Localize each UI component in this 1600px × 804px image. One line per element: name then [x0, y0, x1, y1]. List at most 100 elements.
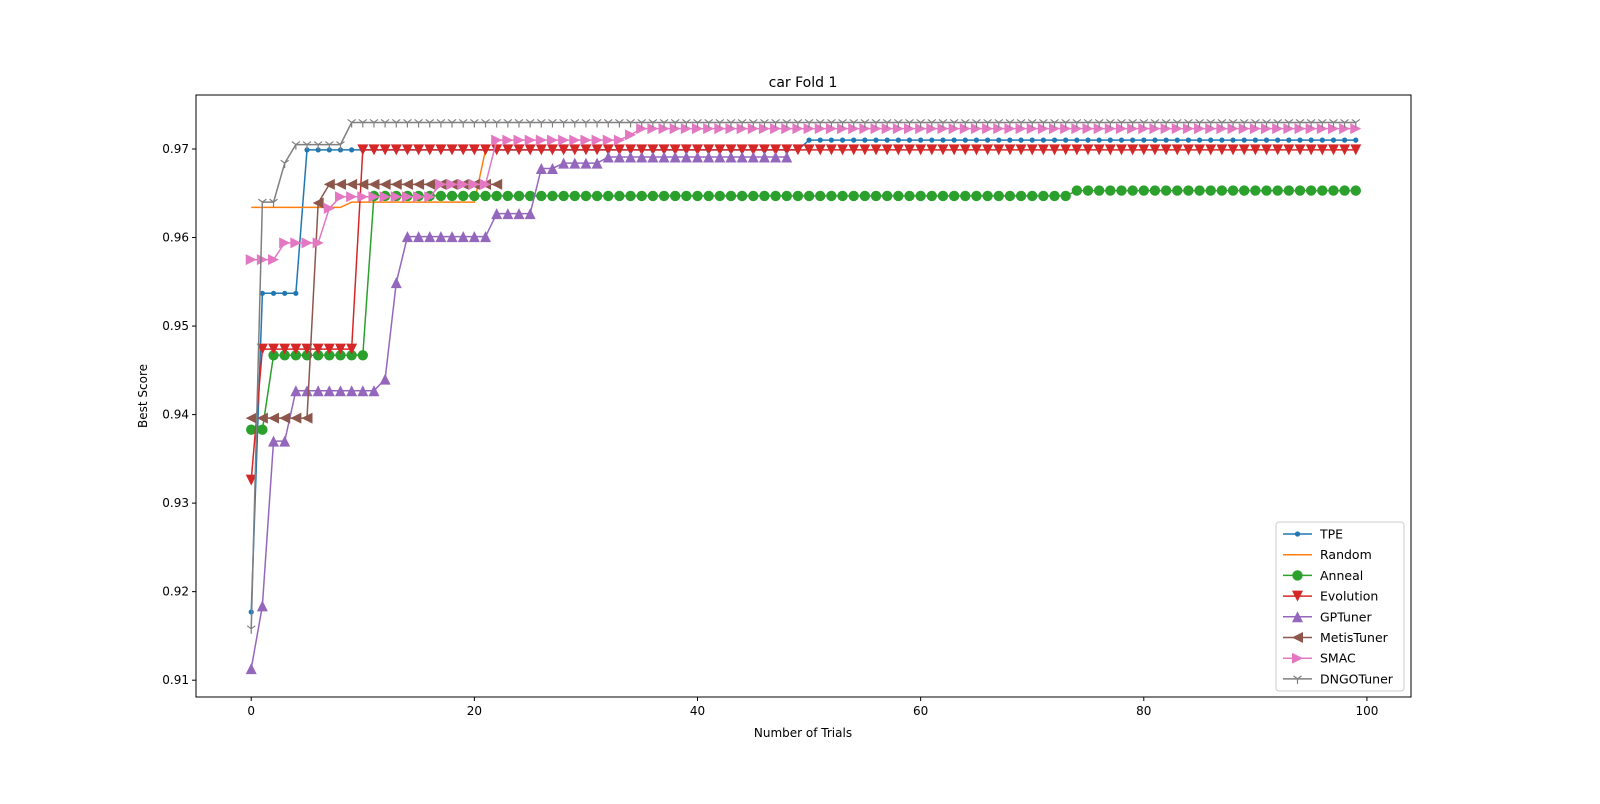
- data-point: [1116, 185, 1127, 196]
- data-point: [301, 385, 313, 397]
- data-point: [692, 144, 704, 156]
- data-point: [781, 144, 793, 156]
- data-point: [904, 190, 915, 202]
- data-point: [1305, 123, 1317, 135]
- data-point: [970, 144, 982, 156]
- data-point: [468, 178, 480, 190]
- data-point: [268, 350, 279, 361]
- data-point: [993, 123, 1005, 135]
- data-point: [1297, 137, 1303, 143]
- data-point: [580, 134, 592, 146]
- data-point: [591, 134, 603, 146]
- data-point: [1339, 144, 1351, 156]
- series-line: [250, 156, 787, 669]
- data-point: [257, 424, 268, 435]
- data-point: [862, 137, 868, 143]
- data-point: [282, 290, 288, 296]
- data-point: [346, 385, 358, 397]
- data-point: [929, 137, 935, 143]
- data-point: [736, 190, 748, 202]
- series-line: [250, 149, 1356, 481]
- data-point: [781, 123, 793, 135]
- data-point: [1261, 185, 1272, 196]
- data-point: [569, 157, 581, 169]
- data-point: [1015, 144, 1027, 156]
- x-tick-label: 0: [247, 704, 255, 718]
- data-point: [725, 190, 737, 202]
- data-point: [849, 118, 859, 128]
- data-point: [870, 123, 882, 135]
- data-point: [268, 435, 280, 447]
- data-point: [626, 118, 635, 128]
- legend-entry: GPTuner: [1283, 609, 1372, 624]
- data-point: [603, 190, 614, 202]
- data-point: [870, 144, 882, 156]
- data-point: [681, 118, 691, 128]
- chart-title: car Fold 1: [769, 75, 838, 91]
- data-point: [1339, 185, 1350, 196]
- data-point: [1262, 118, 1271, 128]
- data-point: [1308, 137, 1314, 143]
- data-point: [346, 178, 358, 190]
- data-point: [625, 144, 637, 156]
- data-point: [959, 123, 971, 135]
- data-point: [1115, 123, 1127, 135]
- data-point: [279, 237, 291, 249]
- data-point: [280, 159, 290, 169]
- data-point: [1251, 118, 1260, 128]
- data-point: [337, 147, 344, 153]
- data-point: [357, 144, 369, 156]
- data-point: [1160, 144, 1172, 156]
- data-point: [425, 118, 435, 128]
- data-point: [1049, 123, 1061, 135]
- data-point: [658, 151, 670, 163]
- data-point: [792, 144, 804, 156]
- data-point: [502, 144, 514, 156]
- data-point: [323, 178, 335, 190]
- data-point: [758, 144, 770, 156]
- data-point: [892, 144, 904, 156]
- data-point: [458, 190, 469, 202]
- data-point: [1283, 185, 1295, 196]
- data-point: [636, 151, 648, 163]
- data-point: [279, 435, 291, 447]
- data-point: [949, 118, 959, 128]
- data-point: [715, 118, 725, 128]
- data-point: [926, 190, 938, 202]
- data-point: [334, 385, 346, 397]
- data-point: [1161, 118, 1171, 128]
- data-point: [1149, 144, 1161, 156]
- legend-label: DNGOTuner: [1320, 671, 1394, 686]
- data-point: [770, 190, 781, 202]
- data-point: [403, 118, 412, 128]
- data-point: [1104, 144, 1116, 156]
- data-point: [1340, 118, 1349, 128]
- data-point: [312, 197, 324, 209]
- series-evolution: [245, 144, 1362, 486]
- data-point: [837, 123, 849, 135]
- legend-entry: Random: [1283, 547, 1372, 562]
- data-point: [1160, 185, 1172, 196]
- data-point: [703, 123, 715, 135]
- data-point: [1037, 123, 1049, 135]
- data-point: [704, 118, 714, 128]
- data-point: [1083, 118, 1093, 128]
- data-point: [256, 600, 268, 612]
- data-point: [996, 137, 1002, 143]
- data-point: [859, 144, 871, 156]
- data-point: [1194, 185, 1205, 196]
- data-point: [1163, 137, 1169, 143]
- x-tick-label: 20: [467, 704, 482, 718]
- data-point: [401, 231, 413, 243]
- data-point: [1249, 144, 1261, 156]
- data-point: [658, 190, 670, 202]
- data-point: [525, 118, 535, 128]
- data-point: [1183, 185, 1194, 196]
- data-point: [1005, 118, 1015, 128]
- data-point: [837, 190, 848, 202]
- data-point: [870, 190, 882, 202]
- data-point: [480, 144, 492, 156]
- legend-entry: SMAC: [1283, 651, 1356, 666]
- data-point: [1127, 144, 1139, 156]
